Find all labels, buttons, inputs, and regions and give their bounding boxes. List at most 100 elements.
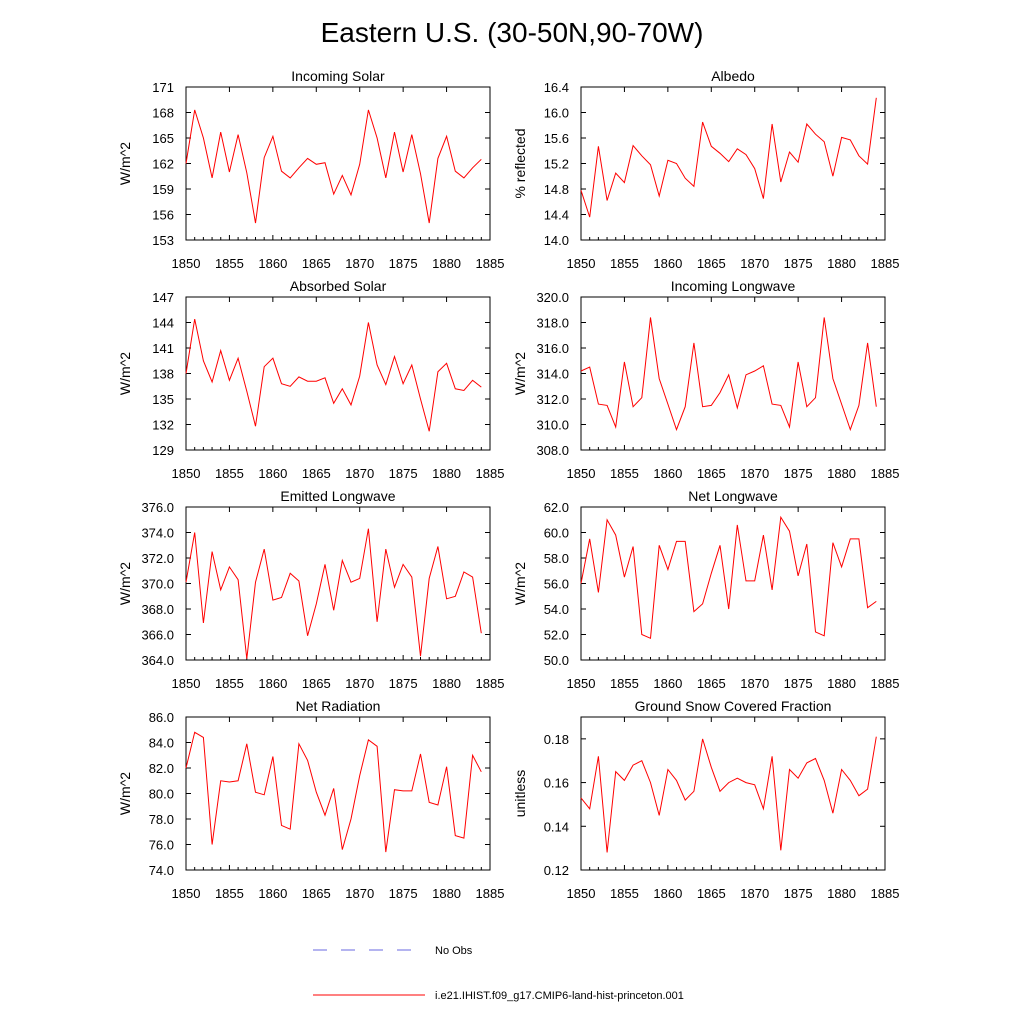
x-tick-label: 1860	[258, 676, 287, 691]
x-tick-label: 1875	[784, 676, 813, 691]
x-tick-label: 1885	[476, 886, 505, 901]
x-tick-label: 1885	[871, 256, 900, 271]
x-tick-label: 1865	[697, 256, 726, 271]
x-tick-label: 1875	[784, 466, 813, 481]
panels: Incoming Solar W/m^2 1850 1855 1860 1865 1870 1…	[117, 68, 899, 901]
plot-frame	[580, 86, 886, 241]
x-tick-label: 1850	[567, 676, 596, 691]
y-tick-label: 80.0	[149, 787, 174, 802]
x-tick-label: 1880	[432, 676, 461, 691]
x-tick-label: 1885	[476, 676, 505, 691]
y-tick-label: 374.0	[141, 526, 174, 541]
y-tick-label: 82.0	[149, 761, 174, 776]
y-tick-label: 135	[152, 392, 174, 407]
x-tick-label: 1850	[172, 256, 201, 271]
x-tick-label: 1850	[172, 886, 201, 901]
x-tick-label: 1860	[653, 466, 682, 481]
x-tick-label: 1865	[302, 886, 331, 901]
panel-title: Incoming Longwave	[671, 278, 796, 294]
y-tick-label: 162	[152, 157, 174, 172]
y-tick-label: 147	[152, 290, 174, 305]
panel-title: Emitted Longwave	[280, 488, 395, 504]
series-line-1	[580, 736, 877, 853]
x-tick-label: 1860	[653, 886, 682, 901]
x-tick-label: 1855	[610, 886, 639, 901]
x-tick-label: 1860	[258, 466, 287, 481]
y-tick-label: 78.0	[149, 812, 174, 827]
x-tick-label: 1855	[215, 466, 244, 481]
x-tick-label: 1880	[827, 256, 856, 271]
x-tick-label: 1880	[827, 466, 856, 481]
y-tick-label: 138	[152, 367, 174, 382]
x-tick-label: 1855	[610, 676, 639, 691]
y-tick-label: 171	[152, 80, 174, 95]
x-tick-label: 1855	[215, 676, 244, 691]
x-tick-label: 1885	[871, 886, 900, 901]
x-tick-label: 1885	[871, 466, 900, 481]
panel-1: Incoming Solar W/m^2 1850 1855 1860 1865 1870 1…	[117, 68, 504, 271]
y-tick-label: 364.0	[141, 653, 174, 668]
y-tick-label: 58.0	[544, 551, 569, 566]
y-tick-label: 16.4	[544, 80, 569, 95]
x-tick-label: 1855	[610, 466, 639, 481]
legend: No Obs i.e21.IHIST.f09_g17.CMIP6-land-hi…	[313, 945, 684, 1002]
y-tick-label: 15.6	[544, 131, 569, 146]
series-line-1	[580, 317, 877, 432]
x-tick-label: 1875	[389, 256, 418, 271]
y-tick-label: 76.0	[149, 838, 174, 853]
panel-6: Net Longwave W/m^2 1850 1855 1860 1865 1870 187…	[512, 488, 899, 691]
x-tick-label: 1850	[567, 886, 596, 901]
x-tick-label: 1870	[345, 676, 374, 691]
x-tick-label: 1855	[215, 886, 244, 901]
figure-title: Eastern U.S. (30-50N,90-70W)	[321, 17, 704, 48]
x-tick-label: 1870	[740, 466, 769, 481]
y-tick-label: 370.0	[141, 577, 174, 592]
panel-title: Ground Snow Covered Fraction	[635, 698, 832, 714]
x-tick-label: 1885	[476, 256, 505, 271]
series-line-1	[580, 515, 877, 640]
series-line-1	[185, 109, 482, 224]
panel-8: Ground Snow Covered Fraction unitless 1850…	[512, 698, 899, 901]
y-tick-label: 50.0	[544, 653, 569, 668]
y-tick-label: 62.0	[544, 500, 569, 515]
x-tick-label: 1865	[697, 886, 726, 901]
y-tick-label: 15.2	[544, 157, 569, 172]
legend-obs-label: No Obs	[435, 945, 473, 957]
y-tick-label: 14.0	[544, 233, 569, 248]
x-tick-label: 1850	[567, 256, 596, 271]
x-tick-label: 1860	[653, 256, 682, 271]
y-tick-label: 141	[152, 341, 174, 356]
y-tick-label: 376.0	[141, 500, 174, 515]
x-tick-label: 1875	[389, 466, 418, 481]
x-tick-label: 1865	[302, 676, 331, 691]
x-tick-label: 1870	[740, 676, 769, 691]
panel-title: Absorbed Solar	[290, 278, 387, 294]
y-tick-label: 314.0	[536, 367, 569, 382]
panel-title: Net Longwave	[688, 488, 778, 504]
y-tick-label: 312.0	[536, 392, 569, 407]
x-tick-label: 1880	[432, 466, 461, 481]
series-line-1	[185, 528, 482, 659]
x-tick-label: 1865	[302, 256, 331, 271]
x-tick-label: 1860	[258, 886, 287, 901]
series-line-1	[185, 318, 482, 432]
y-tick-label: 156	[152, 208, 174, 223]
y-axis-label: W/m^2	[512, 352, 528, 395]
x-tick-label: 1865	[697, 466, 726, 481]
x-tick-label: 1865	[697, 676, 726, 691]
plot-frame	[580, 716, 886, 871]
y-tick-label: 56.0	[544, 577, 569, 592]
x-tick-label: 1880	[827, 676, 856, 691]
x-tick-label: 1870	[740, 886, 769, 901]
y-axis-label: % reflected	[512, 128, 528, 198]
x-tick-label: 1855	[610, 256, 639, 271]
x-tick-label: 1870	[740, 256, 769, 271]
x-tick-label: 1880	[827, 886, 856, 901]
y-tick-label: 153	[152, 233, 174, 248]
y-axis-label: unitless	[512, 770, 528, 817]
x-tick-label: 1850	[567, 466, 596, 481]
legend-model-label: i.e21.IHIST.f09_g17.CMIP6-land-hist-prin…	[435, 990, 684, 1002]
x-tick-label: 1870	[345, 886, 374, 901]
panel-title: Incoming Solar	[291, 68, 385, 84]
